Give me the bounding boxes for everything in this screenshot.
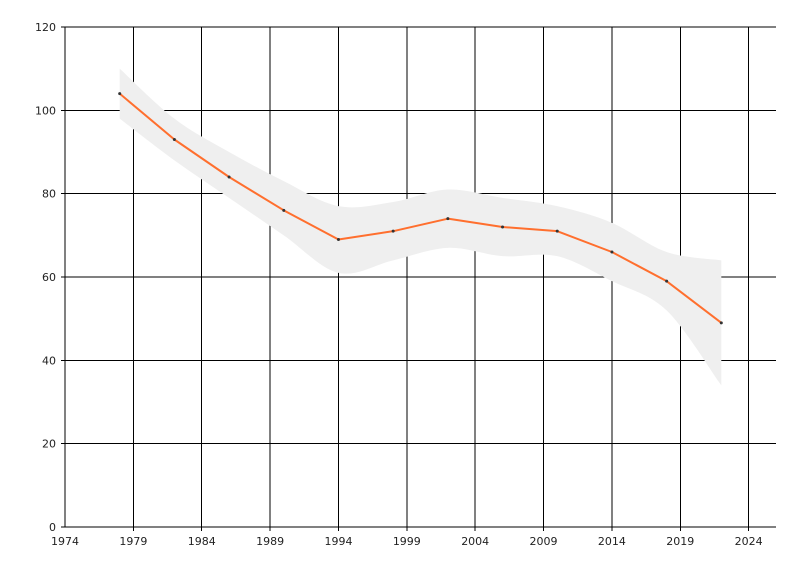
x-tick-label: 2004 [461, 535, 489, 548]
data-point [227, 175, 231, 179]
series-line [119, 92, 722, 324]
y-axis-tick-labels: 0 20 40 60 80 100 120 [35, 21, 56, 534]
y-tick-label: 40 [42, 354, 56, 367]
data-point [118, 92, 122, 96]
y-tick-label: 20 [42, 438, 56, 451]
x-tick-label: 2014 [598, 535, 626, 548]
x-tick-label: 1989 [256, 535, 284, 548]
y-tick-label: 100 [35, 104, 56, 117]
x-tick-label: 1984 [188, 535, 216, 548]
confidence-band [119, 68, 722, 386]
x-tick-label: 1974 [51, 535, 79, 548]
x-tick-label: 1999 [393, 535, 421, 548]
data-point [391, 229, 395, 233]
x-tick-label: 2019 [666, 535, 694, 548]
data-point [665, 279, 669, 283]
y-tick-label: 60 [42, 271, 56, 284]
data-point [336, 238, 340, 241]
axes [61, 27, 776, 528]
y-tick-label: 0 [49, 521, 56, 534]
data-point [610, 250, 614, 254]
data-point [172, 138, 176, 141]
confidence-band-layer [119, 68, 722, 386]
x-tick-label: 1979 [119, 535, 147, 548]
data-point [501, 225, 505, 229]
y-tick-label: 80 [42, 188, 56, 201]
data-point-layer [118, 92, 723, 325]
x-axis-tick-labels: 1974 1979 1984 1989 1994 1999 2004 2009 2014 2019… [51, 535, 763, 548]
series-line-layer [119, 92, 722, 324]
data-point [555, 229, 559, 233]
data-point [719, 321, 723, 325]
x-tick-label: 2009 [530, 535, 558, 548]
x-tick-label: 2024 [735, 535, 763, 548]
data-point [446, 217, 450, 221]
data-point [282, 208, 286, 212]
x-tick-label: 1994 [324, 535, 352, 548]
y-tick-label: 120 [35, 21, 56, 34]
